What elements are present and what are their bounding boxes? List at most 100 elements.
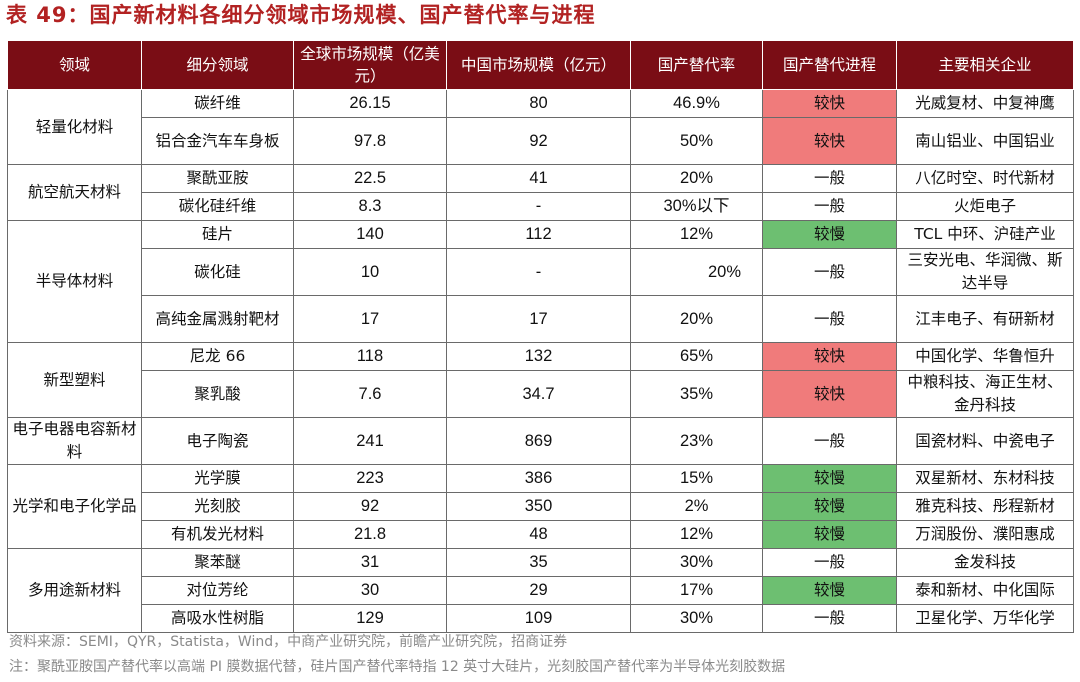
- global-market-cell: 17: [293, 295, 447, 343]
- subdomain-cell: 对位芳纶: [141, 576, 294, 605]
- footnote: 注：聚酰亚胺国产替代率以高端 PI 膜数据代替，硅片国产替代率特指 12 英寸大…: [9, 659, 786, 675]
- subdomain-cell: 碳化硅: [141, 248, 294, 296]
- rate-cell: 30%: [630, 548, 763, 577]
- progress-cell: 一般: [762, 295, 897, 343]
- companies-cell: 国瓷材料、中瓷电子: [896, 417, 1074, 465]
- global-market-cell: 22.5: [293, 164, 447, 193]
- companies-cell: 火炬电子: [896, 192, 1074, 221]
- progress-cell: 较慢: [762, 492, 897, 521]
- table-row: 半导体材料 硅片 140 112 12% 较慢 TCL 中环、沪硅产业: [7, 220, 1074, 343]
- global-market-cell: 140: [293, 220, 447, 249]
- rate-cell: 23%: [630, 417, 763, 465]
- rate-cell: 12%: [630, 520, 763, 549]
- global-market-cell: 30: [293, 576, 447, 605]
- table-row: 航空航天材料 聚酰亚胺 22.5 41 20% 一般 八亿时空、时代新材: [7, 164, 1074, 221]
- progress-cell: 一般: [762, 164, 897, 193]
- global-market-cell: 223: [293, 464, 447, 493]
- china-market-cell: -: [446, 248, 631, 296]
- domain-cell: 轻量化材料: [7, 89, 142, 165]
- header-companies: 主要相关企业: [896, 40, 1074, 90]
- source-note: 资料来源：SEMI，QYR，Statista，Wind，中商产业研究院，前瞻产业…: [9, 634, 568, 650]
- table-title: 表 49：国产新材料各细分领域市场规模、国产替代率与进程: [6, 3, 596, 27]
- subdomain-cell: 硅片: [141, 220, 294, 249]
- subdomain-cell: 聚酰亚胺: [141, 164, 294, 193]
- table-row: 电子电器电容新材料 电子陶瓷 241 869 23% 一般 国瓷材料、中瓷电子: [7, 417, 1074, 465]
- subdomain-cell: 光刻胶: [141, 492, 294, 521]
- companies-cell: TCL 中环、沪硅产业: [896, 220, 1074, 249]
- table-row: 多用途新材料 聚苯醚 31 35 30% 一般 金发科技: [7, 548, 1074, 633]
- china-market-cell: 869: [446, 417, 631, 465]
- domain-cell: 电子电器电容新材料: [7, 417, 142, 465]
- progress-cell: 较慢: [762, 220, 897, 249]
- rate-cell: 17%: [630, 576, 763, 605]
- china-market-cell: 34.7: [446, 370, 631, 418]
- progress-cell: 一般: [762, 604, 897, 633]
- progress-cell: 较快: [762, 117, 897, 165]
- progress-cell: 较慢: [762, 520, 897, 549]
- rate-cell: 50%: [630, 117, 763, 165]
- china-market-cell: 48: [446, 520, 631, 549]
- companies-cell: 泰和新材、中化国际: [896, 576, 1074, 605]
- global-market-cell: 241: [293, 417, 447, 465]
- china-market-cell: -: [446, 192, 631, 221]
- global-market-cell: 21.8: [293, 520, 447, 549]
- domain-cell: 半导体材料: [7, 220, 142, 343]
- table-row: 对位芳纶 30 29 17% 较慢 泰和新材、中化国际: [8, 576, 1074, 605]
- rate-cell: 30%: [630, 604, 763, 633]
- subdomain-cell: 尼龙 66: [141, 342, 294, 371]
- china-market-cell: 41: [446, 164, 631, 193]
- rate-cell: 15%: [630, 464, 763, 493]
- progress-cell: 较快: [762, 370, 897, 418]
- subdomain-cell: 光学膜: [141, 464, 294, 493]
- china-market-cell: 29: [446, 576, 631, 605]
- china-market-cell: 112: [446, 220, 631, 249]
- subdomain-cell: 有机发光材料: [141, 520, 294, 549]
- china-market-cell: 92: [446, 117, 631, 165]
- companies-cell: 金发科技: [896, 548, 1074, 577]
- subdomain-cell: 聚苯醚: [141, 548, 294, 577]
- subdomain-cell: 碳纤维: [141, 89, 294, 118]
- global-market-cell: 10: [293, 248, 447, 296]
- rate-cell: 35%: [630, 370, 763, 418]
- footnotes: 资料来源：SEMI，QYR，Statista，Wind，中商产业研究院，前瞻产业…: [9, 630, 785, 680]
- rate-cell: 65%: [630, 342, 763, 371]
- progress-cell: 一般: [762, 417, 897, 465]
- subdomain-cell: 电子陶瓷: [141, 417, 294, 465]
- table-row: 新型塑料 尼龙 66 118 132 65% 较快 中国化学、华鲁恒升: [7, 342, 1074, 418]
- progress-cell: 一般: [762, 248, 897, 296]
- companies-cell: 中粮科技、海正生材、金丹科技: [896, 370, 1074, 418]
- subdomain-cell: 铝合金汽车车身板: [141, 117, 294, 165]
- table-row: 轻量化材料 碳纤维 26.15 80 46.9% 较快 光威复材、中复神鹰: [7, 89, 1074, 165]
- companies-cell: 南山铝业、中国铝业: [896, 117, 1074, 165]
- global-market-cell: 31: [293, 548, 447, 577]
- subdomain-cell: 聚乳酸: [141, 370, 294, 418]
- global-market-cell: 118: [293, 342, 447, 371]
- table-row: 碳化硅纤维 8.3 - 30%以下 一般 火炬电子: [8, 192, 1074, 221]
- companies-cell: 三安光电、华润微、斯达半导: [896, 248, 1074, 296]
- companies-cell: 雅克科技、彤程新材: [896, 492, 1074, 521]
- subdomain-cell: 高纯金属溅射靶材: [141, 295, 294, 343]
- table-row: 聚乳酸 7.6 34.7 35% 较快 中粮科技、海正生材、金丹科技: [8, 370, 1074, 418]
- companies-cell: 中国化学、华鲁恒升: [896, 342, 1074, 371]
- rate-cell: 2%: [630, 492, 763, 521]
- rate-cell: 12%: [630, 220, 763, 249]
- china-market-cell: 80: [446, 89, 631, 118]
- china-market-cell: 17: [446, 295, 631, 343]
- header-row: 领域 细分领域 全球市场规模（亿美元） 中国市场规模（亿元） 国产替代率 国产替…: [7, 40, 1074, 90]
- progress-cell: 较慢: [762, 464, 897, 493]
- table-row: 光学和电子化学品 光学膜 223 386 15% 较慢 双星新材、东材科技: [7, 464, 1074, 549]
- progress-cell: 较慢: [762, 576, 897, 605]
- subdomain-cell: 高吸水性树脂: [141, 604, 294, 633]
- china-market-cell: 132: [446, 342, 631, 371]
- rate-cell: 30%以下: [630, 192, 763, 221]
- domain-cell: 多用途新材料: [7, 548, 142, 633]
- table-row: 碳化硅 10 - 20% 一般 三安光电、华润微、斯达半导: [8, 248, 1074, 296]
- subdomain-cell: 碳化硅纤维: [141, 192, 294, 221]
- progress-cell: 一般: [762, 192, 897, 221]
- domain-cell: 新型塑料: [7, 342, 142, 418]
- china-market-cell: 35: [446, 548, 631, 577]
- header-global-market: 全球市场规模（亿美元）: [293, 40, 447, 90]
- rate-cell: 20%: [630, 295, 763, 343]
- global-market-cell: 8.3: [293, 192, 447, 221]
- domain-cell: 光学和电子化学品: [7, 464, 142, 549]
